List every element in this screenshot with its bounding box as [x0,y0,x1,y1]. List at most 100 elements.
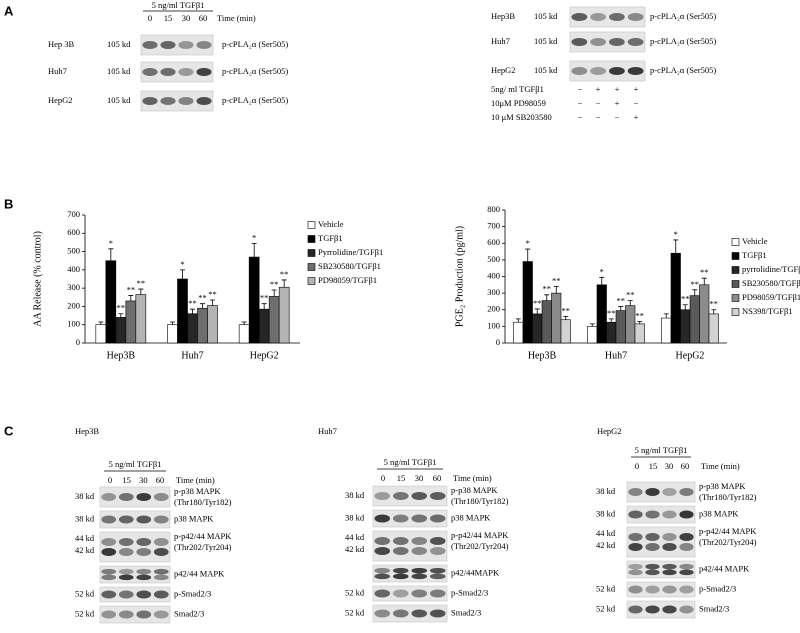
blot-band [628,510,643,519]
significance-marker: ** [617,295,626,305]
blot [626,505,696,524]
blot [99,486,171,508]
bar [689,295,700,344]
error-bar [251,242,257,258]
label: 5 ng/ml TGFβ1 [635,445,688,455]
blot-band [628,533,643,541]
label: 15 [164,13,173,23]
legend-label: Vehicle [742,236,768,246]
blot-band [645,585,660,594]
blot-band [609,67,625,75]
label: 10μM PD98059 [491,98,546,108]
label: 42 kd [345,544,365,554]
label: Smad2/3 [451,607,481,617]
blot-band [374,567,391,574]
label: 30 [665,461,674,471]
blot-band [101,590,117,599]
bar [197,307,208,344]
y-tick-label: 300 [67,282,80,292]
label: 105 kd [107,39,131,49]
blot-band [142,41,158,49]
cell-line-title: Hep3B [75,426,99,436]
y-tick-label: 100 [487,320,500,330]
legend-label: SB230580/TGFβ1 [742,278,800,288]
label: p-cPLA₂α (Ser505) [650,36,716,46]
label: p-cPLA₂α (Ser505) [222,66,288,76]
error-bar [108,248,114,261]
label: 38 kd [596,486,616,496]
blot-band [178,68,194,76]
blot-band [374,514,391,523]
bar [532,313,543,344]
blot [140,61,214,83]
blot-band [374,589,391,598]
panel-label: C [4,423,14,438]
blot-band [153,610,169,619]
error-bar [525,248,531,262]
error-bar [553,286,559,294]
blot [626,526,696,558]
blot-band [679,569,694,576]
significance-marker: ** [700,267,709,277]
blot-band [645,533,660,541]
significance-marker: * [526,238,530,248]
blot [99,565,171,584]
blot-band [136,493,152,501]
blot-band [628,543,643,551]
legend-swatch [307,235,316,243]
blot-band [411,589,428,598]
blot-band [662,563,677,570]
significance-marker: ** [127,284,136,294]
label: 0 [635,461,639,471]
label: p42/44 MAPK [699,563,750,573]
error-bar [281,279,287,288]
significance-marker: ** [710,299,719,309]
label: 5 ng/ml TGFβ1 [152,0,205,10]
label: − [615,112,620,122]
blot-band [590,38,606,46]
label: − [578,98,583,108]
label: p-p38 MAPK [451,485,498,495]
significance-marker: ** [626,290,635,300]
y-tick-label: 400 [487,270,500,280]
blot-band [429,573,446,580]
error-bar [637,320,643,324]
legend-label: PD98059/TGFβ1 [742,292,800,302]
bar [596,284,607,344]
label: 42 kd [596,540,616,550]
blot-band [118,568,134,575]
x-tick-label: HepG2 [676,350,705,361]
blot-band [411,547,428,555]
bar [680,309,691,344]
label: 38 kd [345,490,365,500]
label: + [615,84,620,94]
blot-band [392,514,409,523]
label: − [596,98,601,108]
blot-band [411,567,428,574]
blot-band [160,97,176,105]
label: Time (min) [176,475,215,485]
legend-swatch [731,252,740,260]
label: 38 kd [75,513,95,523]
label: p38 MAPK [451,512,491,522]
error-bar [271,289,277,297]
blot-band [153,515,169,524]
error-bar [599,276,605,285]
label: p-p42/44 MAPK [174,531,232,541]
blot-band [627,67,644,75]
bar [207,305,218,344]
label: − [634,98,639,108]
legend-label: NS398/TGFβ1 [742,306,793,316]
bar [522,261,533,344]
bar [258,308,270,344]
legend-swatch [307,221,316,229]
significance-marker: ** [188,298,197,308]
legend-swatch [307,263,316,271]
significance-marker: * [252,232,256,242]
error-bar [200,303,205,309]
blot-band [392,492,409,500]
label: 30 [139,475,148,485]
significance-marker: * [600,266,604,276]
blot-band [645,569,660,576]
legend-label: TGFβ1 [318,233,343,243]
